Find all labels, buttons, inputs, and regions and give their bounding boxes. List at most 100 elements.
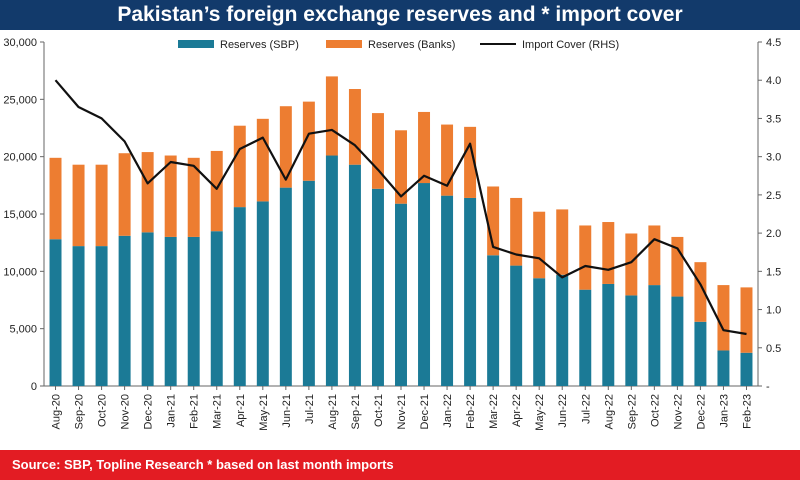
- x-tick-label: Dec-22: [695, 394, 707, 429]
- bar-sbp: [648, 285, 661, 386]
- x-tick-label: Jan-21: [166, 394, 178, 428]
- x-tick-label: Sep-21: [350, 394, 362, 429]
- bar-sbp: [141, 232, 154, 386]
- bar-banks: [694, 262, 707, 322]
- right-tick-label: 4.5: [766, 37, 781, 49]
- bar-sbp: [464, 197, 477, 386]
- bar-sbp: [348, 164, 361, 386]
- x-tick-label: Nov-20: [120, 394, 132, 429]
- bar-sbp: [395, 203, 407, 386]
- bar-sbp: [625, 295, 638, 386]
- x-tick-label: Nov-22: [672, 394, 684, 429]
- bar-banks: [602, 222, 615, 284]
- bar-banks: [487, 186, 500, 256]
- right-tick-label: 0.5: [766, 343, 781, 355]
- x-tick-label: May-22: [534, 394, 546, 431]
- x-tick-label: Jun-21: [281, 394, 293, 428]
- x-tick-label: Apr-21: [235, 394, 247, 427]
- bar-banks: [464, 126, 477, 198]
- x-tick-label: Mar-21: [212, 394, 224, 429]
- bar-sbp: [233, 207, 246, 386]
- bar-banks: [510, 197, 523, 266]
- bar-banks: [579, 225, 592, 290]
- x-tick-label: Aug-20: [51, 394, 63, 429]
- chart-area: 0 5,000 10,000 15,000 20,000 25,000 30,000 - 0.5…: [0, 30, 800, 450]
- x-tick-label: Aug-22: [603, 394, 615, 429]
- bar-sbp: [187, 236, 200, 386]
- bar-banks: [95, 164, 108, 247]
- left-tick-label: 25,000: [3, 94, 37, 106]
- bar-banks: [279, 106, 292, 188]
- left-tick-label: 5,000: [9, 324, 37, 336]
- x-tick-label: Dec-21: [419, 394, 431, 429]
- x-tick-label: Apr-22: [511, 394, 523, 427]
- bar-banks: [118, 153, 131, 236]
- x-tick-label: Oct-20: [97, 394, 109, 427]
- bar-banks: [533, 211, 546, 279]
- bar-sbp: [441, 195, 454, 386]
- left-tick-label: 30,000: [3, 37, 37, 49]
- bar-sbp: [694, 321, 707, 386]
- bar-banks: [625, 233, 638, 296]
- right-tick-label: 3.5: [766, 113, 781, 125]
- right-tick-label: 1.0: [766, 305, 781, 317]
- x-tick-label: Feb-21: [189, 394, 201, 429]
- bar-sbp: [302, 180, 315, 386]
- bar-sbp: [118, 235, 131, 386]
- bar-banks: [740, 287, 753, 353]
- bar-sbp: [602, 283, 615, 386]
- bar-sbp: [210, 231, 223, 386]
- x-tick-label: Jun-22: [557, 394, 569, 428]
- x-tick-label: Sep-22: [626, 394, 638, 429]
- bar-sbp: [279, 187, 292, 386]
- bar-banks: [164, 155, 177, 237]
- bar-banks: [648, 225, 661, 286]
- x-tick-label: Jul-22: [580, 394, 592, 424]
- bar-banks: [395, 130, 407, 204]
- bar-sbp: [533, 278, 546, 386]
- bar-sbp: [72, 246, 85, 386]
- bar-banks: [371, 113, 384, 189]
- bar-sbp: [325, 155, 338, 386]
- x-tick-label: Oct-21: [373, 394, 385, 427]
- bar-sbp: [740, 352, 753, 386]
- x-tick-label: Feb-23: [741, 394, 753, 429]
- left-tick-label: 20,000: [3, 152, 37, 164]
- bar-banks: [441, 124, 454, 196]
- bar-banks: [671, 236, 684, 297]
- left-tick-label: 0: [31, 381, 37, 393]
- bar-banks: [72, 164, 85, 247]
- bar-sbp: [579, 289, 592, 386]
- x-tick-label: Dec-20: [143, 394, 155, 429]
- bar-sbp: [487, 255, 500, 386]
- bar-banks: [233, 125, 246, 208]
- bar-sbp: [164, 236, 177, 386]
- right-tick-label: 1.5: [766, 266, 781, 278]
- left-tick-label: 15,000: [3, 209, 37, 221]
- x-tick-label: Jan-23: [718, 394, 730, 428]
- left-tick-label: 10,000: [3, 266, 37, 278]
- bar-banks: [717, 285, 730, 351]
- bar-sbp: [671, 296, 684, 386]
- right-tick-label: 2.5: [766, 190, 781, 202]
- legend-label-banks: Reserves (Banks): [368, 39, 455, 51]
- bar-sbp: [717, 350, 730, 386]
- x-tick-label: Aug-21: [327, 394, 339, 429]
- right-tick-label: 2.0: [766, 228, 781, 240]
- source-note: Source: SBP, Topline Research * based on…: [0, 450, 800, 480]
- legend-label-cover: Import Cover (RHS): [522, 39, 619, 51]
- bar-sbp: [95, 246, 108, 386]
- legend-swatch-sbp: [178, 40, 214, 48]
- chart-title: Pakistan’s foreign exchange reserves and…: [0, 0, 800, 30]
- bar-banks: [49, 157, 62, 240]
- x-tick-label: Mar-22: [488, 394, 500, 429]
- x-tick-label: Feb-22: [465, 394, 477, 429]
- bar-banks: [325, 76, 338, 156]
- bar-sbp: [256, 201, 269, 386]
- right-tick-label: 3.0: [766, 152, 781, 164]
- reserves-chart: 0 5,000 10,000 15,000 20,000 25,000 30,000 - 0.5…: [3, 37, 781, 431]
- bar-banks: [302, 101, 315, 181]
- right-tick-label: 4.0: [766, 75, 781, 87]
- legend-label-sbp: Reserves (SBP): [220, 39, 299, 51]
- bar-sbp: [418, 183, 431, 386]
